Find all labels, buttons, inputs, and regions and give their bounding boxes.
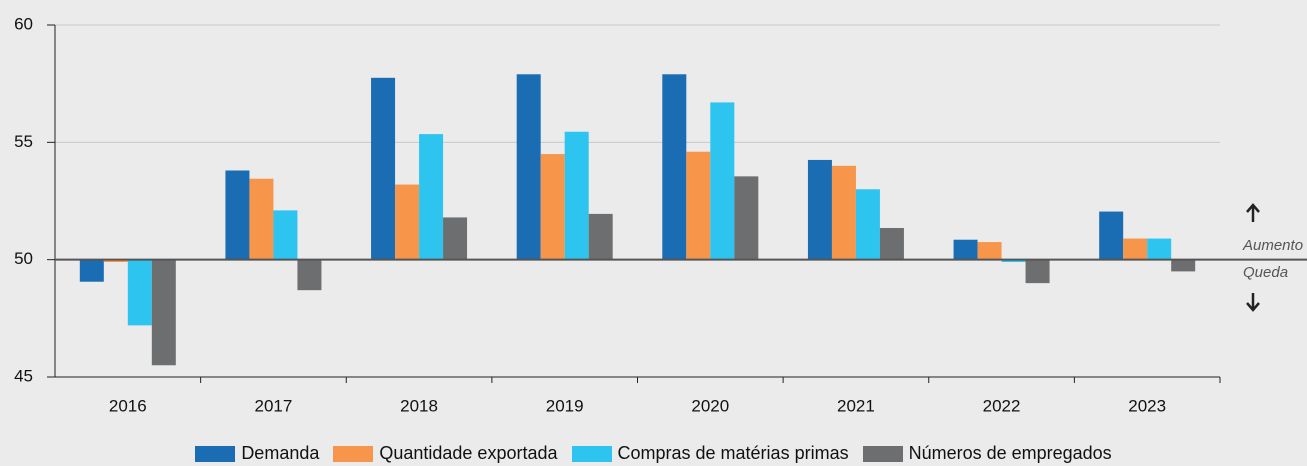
bar [879,227,904,260]
legend-label: Quantidade exportada [379,443,558,463]
y-tick-label: 60 [14,14,33,33]
bar [807,159,832,260]
chart: Aumento Queda 45 50 55 60 2016 2017 2018 2019 20… [14,14,1307,415]
bar [151,259,176,366]
arrow-up [1246,203,1260,222]
bar [564,131,589,260]
legend-item: Números de empregados [862,443,1112,464]
bar [662,74,687,260]
bar [540,154,565,260]
legend-label: Compras de matérias primas [617,443,849,463]
x-tick-label: 2020 [691,396,729,415]
bar [395,184,420,260]
bar [686,151,711,260]
x-tick-label: 2021 [837,396,875,415]
x-tick-label: 2023 [1128,396,1166,415]
legend-swatch [195,445,236,462]
bar [710,102,735,260]
x-tick-label: 2018 [400,396,438,415]
legend: Demanda Quantidade exportada Compras de ma… [0,443,1307,464]
y-tick-label: 45 [14,366,33,385]
bar [1001,259,1026,263]
legend-swatch [333,445,374,462]
bar [443,217,468,260]
bar [79,259,104,282]
x-tick-label: 2022 [983,396,1021,415]
bar [855,189,880,260]
legend-swatch [571,445,612,462]
bar [1025,259,1050,284]
annotation-up: Aumento [1242,237,1303,254]
bar [273,210,298,260]
bar [1123,238,1148,260]
bar [371,77,396,260]
legend-item: Demanda [195,443,319,464]
bar [249,178,274,260]
bar [1099,211,1124,260]
bar [977,242,1002,260]
bar [588,213,613,260]
y-tick-label: 55 [14,132,33,151]
legend-label: Demanda [241,443,320,463]
bar [419,134,444,260]
bar [831,165,856,260]
bar [516,74,541,260]
annotation-down: Queda [1243,264,1288,281]
legend-swatch [862,445,903,462]
arrow-down [1246,293,1260,312]
bar [953,239,978,260]
x-tick-label: 2016 [109,396,147,415]
legend-item: Quantidade exportada [333,443,558,464]
y-tick-label: 50 [14,249,33,268]
bar [225,170,250,260]
x-tick-label: 2017 [255,396,293,415]
legend-item: Compras de matérias primas [571,443,849,464]
bar [103,259,128,263]
bar [734,176,759,260]
bar [1147,238,1172,260]
bar [1171,259,1196,272]
legend-label: Números de empregados [908,443,1112,463]
bar [297,259,322,291]
bar [127,259,152,326]
x-tick-label: 2019 [546,396,584,415]
